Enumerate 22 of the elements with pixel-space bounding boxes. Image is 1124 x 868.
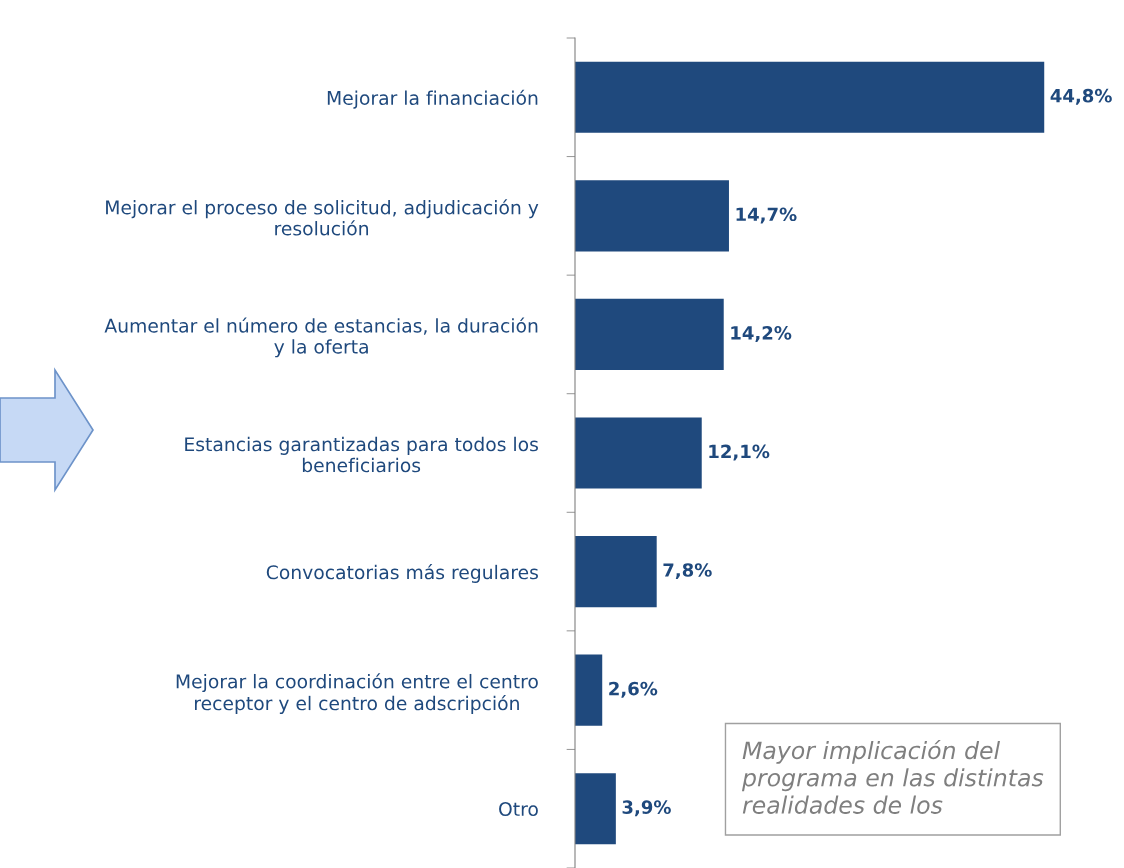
data-label: 14,2% [731, 326, 792, 342]
y-tick-label: Mejorar la financiación [327, 89, 538, 109]
bar [575, 536, 657, 608]
y-tick-label: Estancias garantizadas para todos los beneficiarios [185, 436, 538, 473]
data-label: 3,9% [622, 800, 671, 817]
y-tick-label: Mejorar la coordinación entre el centro receptor y el centro de adscripción [176, 673, 538, 714]
bar [575, 654, 603, 726]
annotation: Mayor implicación del programa en las distintas realidades de los [741, 740, 1044, 814]
y-tick-label: Mejorar el proceso de solicitud, adjudicación y resolución [106, 199, 539, 236]
bar [575, 61, 1045, 133]
bar [575, 180, 729, 252]
data-label: 2,6% [609, 681, 658, 698]
bar [575, 417, 702, 489]
y-tick-label: Convocatorias más regulares [266, 564, 538, 583]
data-label: 44,8% [1050, 88, 1112, 105]
bar [575, 773, 616, 845]
y-tick-label: Aumentar el número de estancias, la duración y la oferta [104, 317, 538, 358]
y-tick-label: Otro [499, 801, 538, 817]
data-label: 12,1% [709, 444, 770, 461]
data-label: 7,8% [663, 563, 712, 580]
bar [575, 298, 724, 370]
data-label: 14,7% [736, 207, 797, 224]
